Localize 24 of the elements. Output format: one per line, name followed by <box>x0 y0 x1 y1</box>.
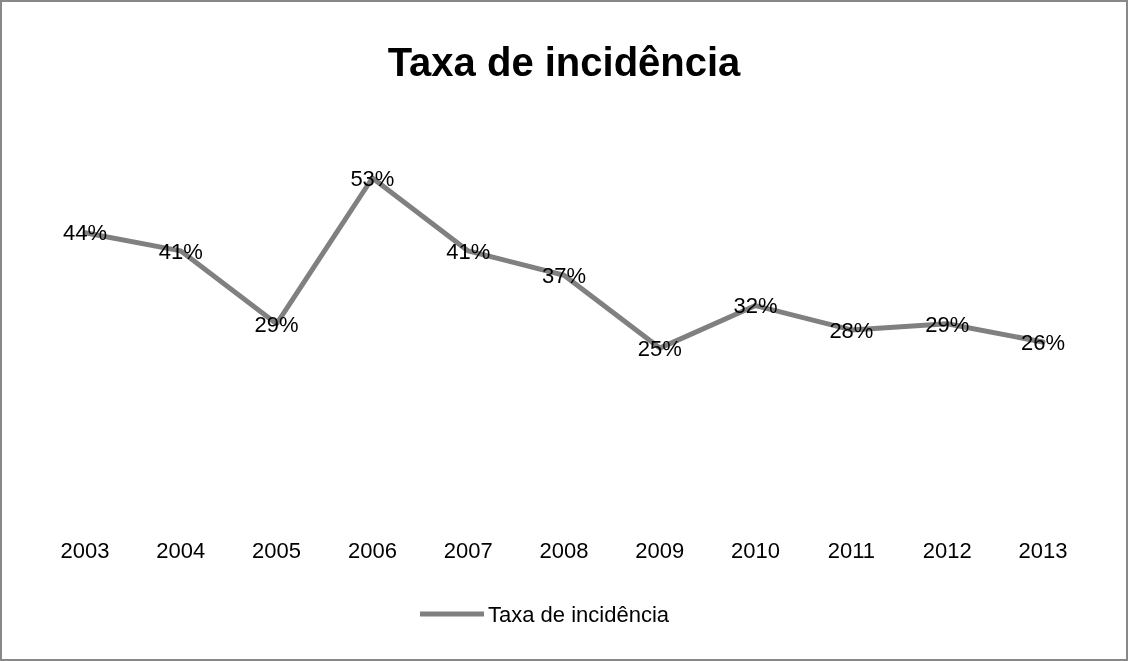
data-label: 29% <box>925 311 970 337</box>
x-tick-label: 2011 <box>827 538 876 563</box>
x-tick-label: 2008 <box>539 538 589 563</box>
x-tick-label: 2007 <box>443 538 493 563</box>
data-label: 37% <box>541 262 587 288</box>
data-label: 32% <box>733 293 778 319</box>
data-label: 44% <box>62 220 108 246</box>
x-tick-label: 2006 <box>347 538 397 563</box>
data-label: 25% <box>637 335 682 361</box>
data-label: 41% <box>446 238 491 264</box>
x-tick-label: 2013 <box>1018 538 1068 563</box>
data-label: 26% <box>1020 329 1066 355</box>
x-tick-label: 2003 <box>60 538 110 563</box>
x-tick-label: 2004 <box>156 538 206 563</box>
x-tick-label: 2010 <box>731 538 781 563</box>
data-label: 53% <box>350 165 395 191</box>
data-label: 41% <box>158 238 203 264</box>
x-tick-label: 2012 <box>922 538 972 563</box>
x-tick-label: 2005 <box>252 538 302 563</box>
x-tick-label: 2009 <box>635 538 685 563</box>
data-label: 29% <box>254 311 299 337</box>
data-label: 28% <box>829 317 874 343</box>
legend-label: Taxa de incidência <box>488 601 670 627</box>
chart-title: Taxa de incidência <box>387 40 742 84</box>
